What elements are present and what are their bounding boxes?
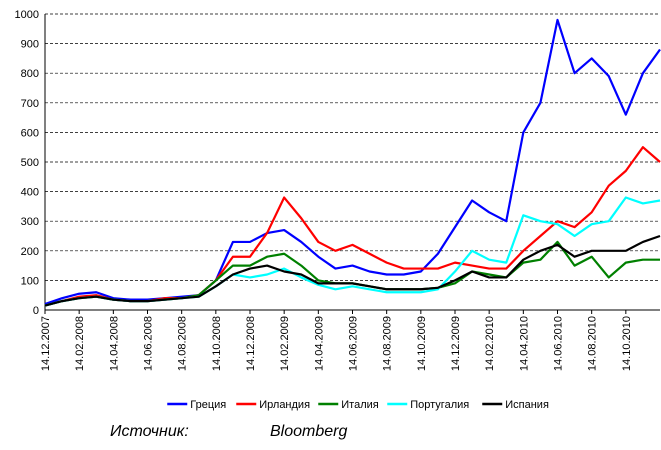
x-tick-label: 14.12.2007 <box>40 316 52 371</box>
x-tick-label: 14.06.2008 <box>143 316 155 371</box>
y-tick-label: 300 <box>21 216 39 228</box>
x-tick-label: 14.08.2008 <box>177 316 189 371</box>
x-tick-label: 14.08.2009 <box>382 316 394 371</box>
x-tick-label: 14.06.2009 <box>348 316 360 371</box>
y-tick-label: 200 <box>21 246 39 258</box>
y-tick-label: 100 <box>21 275 39 287</box>
y-tick-label: 700 <box>21 98 39 110</box>
y-tick-label: 500 <box>21 157 39 169</box>
legend-label: Ирландия <box>259 399 310 411</box>
x-tick-label: 14.08.2010 <box>587 316 599 371</box>
x-tick-label: 14.04.2010 <box>518 316 530 371</box>
y-tick-label: 900 <box>21 39 39 51</box>
x-tick-label: 14.12.2009 <box>450 316 462 371</box>
y-tick-label: 400 <box>21 187 39 199</box>
x-tick-label: 14.10.2010 <box>621 316 633 371</box>
x-tick-label: 14.06.2010 <box>553 316 565 371</box>
legend-label: Португалия <box>410 399 469 411</box>
x-tick-label: 14.04.2008 <box>108 316 120 371</box>
series-line <box>44 18 661 306</box>
x-tick-label: 14.02.2009 <box>279 316 291 371</box>
x-tick-label: 14.10.2008 <box>211 316 223 371</box>
legend-label: Греция <box>190 399 226 411</box>
x-tick-label: 14.02.2008 <box>74 316 86 371</box>
series-line <box>44 234 661 307</box>
legend-label: Италия <box>341 399 379 411</box>
x-tick-label: 14.12.2008 <box>245 316 257 371</box>
y-tick-label: 1000 <box>15 9 39 21</box>
y-tick-label: 0 <box>33 305 39 317</box>
x-tick-label: 14.02.2010 <box>484 316 496 371</box>
x-tick-label: 14.10.2009 <box>416 316 428 371</box>
legend-label: Испания <box>505 399 549 411</box>
y-tick-label: 600 <box>21 127 39 139</box>
source: Bloomberg <box>270 423 347 440</box>
y-tick-label: 800 <box>21 68 39 80</box>
source-label: Источник: <box>110 423 189 440</box>
x-tick-label: 14.04.2009 <box>313 316 325 371</box>
series-line <box>44 146 661 307</box>
